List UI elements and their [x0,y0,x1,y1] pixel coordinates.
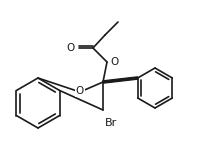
Text: Br: Br [105,118,117,128]
Text: O: O [76,86,84,96]
Text: O: O [110,57,118,67]
Text: O: O [67,43,75,53]
